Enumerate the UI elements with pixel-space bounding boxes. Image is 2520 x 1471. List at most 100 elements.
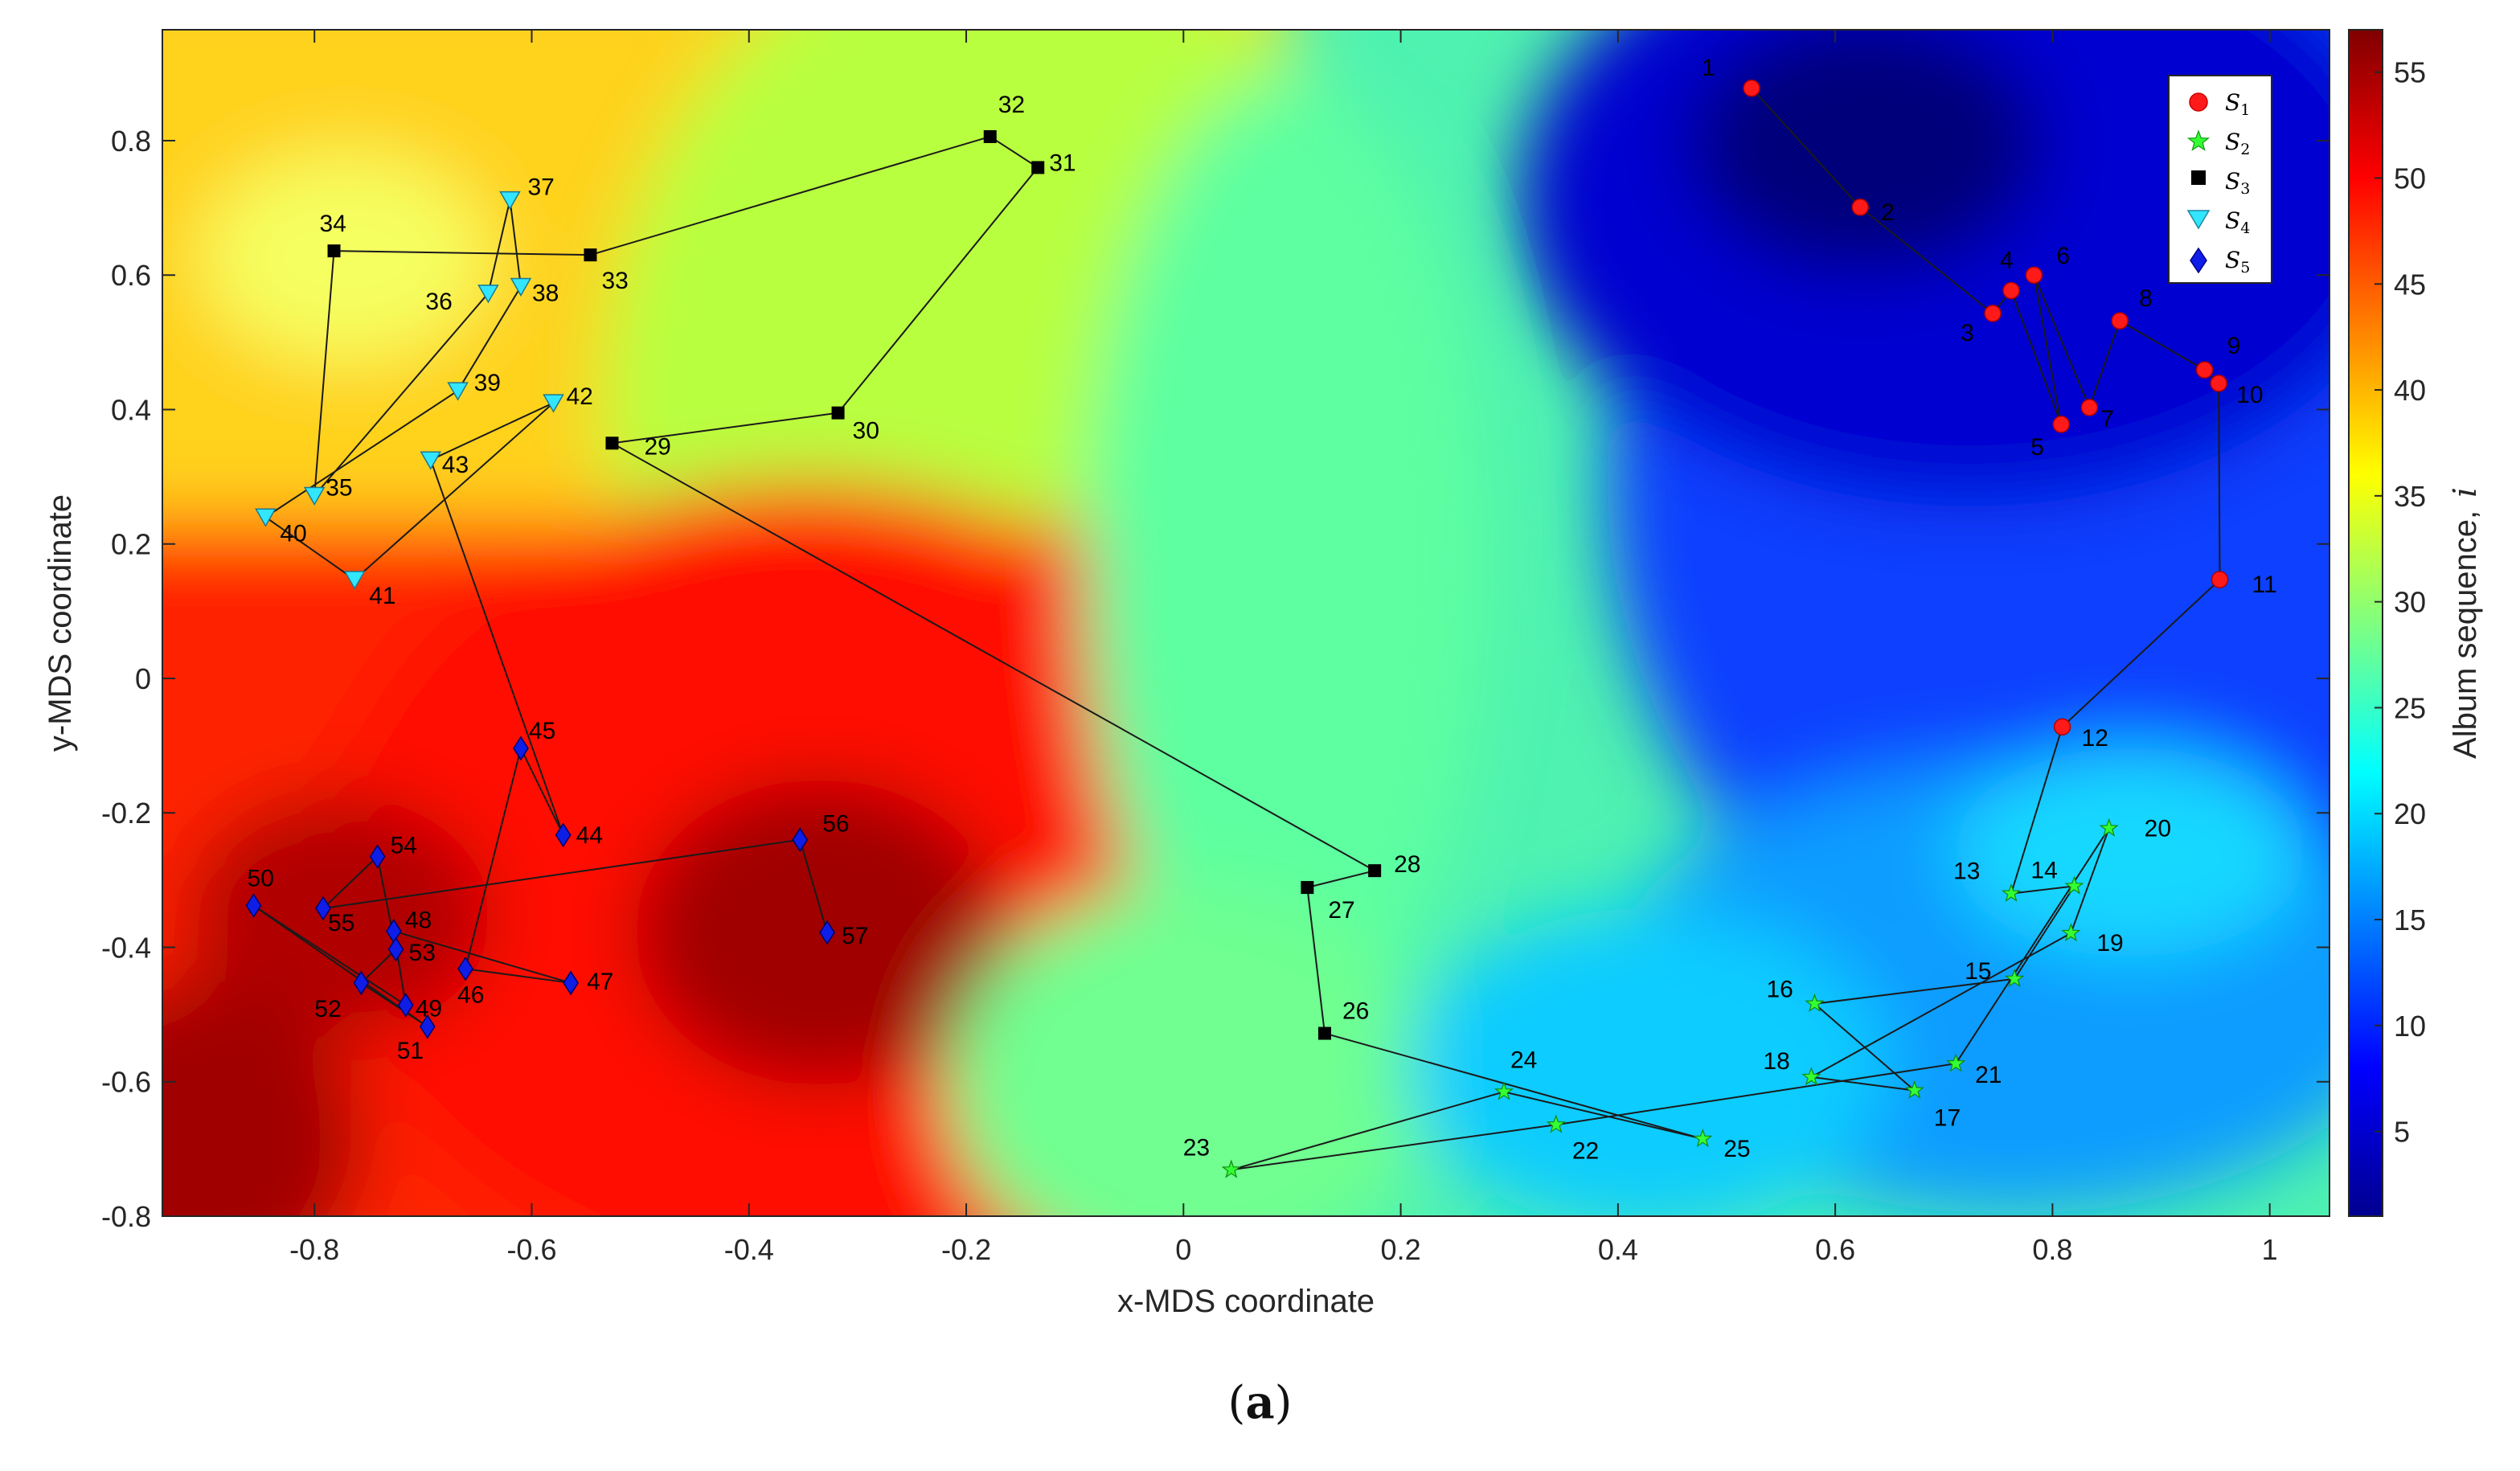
x-tick-label: -0.8: [289, 1233, 339, 1266]
marker-s5-pt-50: [245, 893, 262, 919]
colorbar-tick-label: 5: [2394, 1116, 2410, 1149]
point-label: 49: [416, 995, 442, 1022]
point-label: 34: [320, 211, 346, 237]
point-label: 6: [2056, 243, 2070, 269]
point-label: 29: [644, 433, 670, 460]
sequence-segment: [1503, 1091, 1703, 1140]
sequence-segment: [590, 136, 991, 256]
legend-marker-s4: [2186, 210, 2211, 230]
marker-s2-pt-19: [2061, 923, 2081, 942]
marker-s5-pt-52: [353, 970, 370, 996]
marker-s4-pt-40: [255, 508, 277, 527]
marker-s4-pt-39: [447, 382, 469, 401]
marker-s3-pt-33: [584, 248, 597, 262]
y-tick-label: -0.8: [101, 1200, 151, 1233]
marker-s1-pt-4: [2002, 281, 2020, 300]
point-label: 31: [1049, 150, 1076, 176]
point-label: 8: [2139, 285, 2153, 312]
marker-s4-pt-37: [499, 191, 521, 211]
marker-s1-pt-12: [2053, 718, 2071, 736]
marker-s3-pt-28: [1368, 864, 1382, 878]
marker-s1-pt-1: [1743, 80, 1760, 97]
marker-s5-pt-46: [457, 956, 473, 981]
sequence-segment: [430, 402, 554, 461]
point-label: 39: [474, 370, 501, 396]
sequence-segment: [1324, 1032, 1703, 1140]
marker-s5-pt-57: [819, 920, 835, 945]
colorbar-tick-label: 45: [2394, 268, 2426, 301]
colorbar: 5 10 15 20 25 30 35 40 45 50 55 Album se…: [2348, 29, 2484, 1217]
point-label: 4: [2000, 247, 2014, 273]
contour-background: [162, 30, 2329, 1216]
colorbar-tick-label: 50: [2394, 162, 2426, 195]
point-label: 20: [2145, 815, 2171, 842]
sequence-segment: [2061, 579, 2221, 727]
sequence-segment: [611, 442, 1375, 872]
x-tick-label: 0.4: [1598, 1233, 1638, 1266]
point-label: 47: [587, 969, 613, 995]
marker-s2-pt-24: [1494, 1081, 1514, 1100]
point-label: 42: [566, 383, 592, 410]
point-label: 17: [1934, 1105, 1961, 1132]
sequence-segment: [2014, 885, 2075, 980]
point-label: 24: [1510, 1047, 1537, 1073]
x-tick-label: 0.8: [2032, 1233, 2072, 1266]
point-label: 22: [1572, 1137, 1599, 1164]
marker-s2-pt-14: [2064, 875, 2084, 895]
sequence-segment: [393, 930, 572, 984]
point-label: 50: [248, 866, 274, 892]
point-label: 14: [2030, 857, 2057, 883]
series-lines: [252, 88, 2221, 1171]
point-label: 54: [391, 833, 417, 859]
colorbar-tick-label: 35: [2394, 480, 2426, 513]
sequence-segment: [799, 839, 829, 933]
point-label: 3: [1961, 320, 1974, 346]
sequence-segment: [2119, 320, 2206, 371]
colorbar-tick-label: 10: [2394, 1010, 2426, 1043]
sequence-segment: [1810, 932, 2071, 1078]
legend-entry-s3: S3: [2225, 168, 2250, 198]
sequence-segment: [2010, 726, 2063, 894]
plot-frame: [162, 29, 2330, 1217]
point-label: 11: [2252, 572, 2277, 598]
point-label: 32: [998, 92, 1025, 118]
point-label: 56: [822, 811, 849, 838]
marker-s2-pt-22: [1546, 1114, 1566, 1133]
legend-star-icon: [2186, 129, 2211, 151]
x-tick-label: 1: [2262, 1233, 2278, 1266]
legend-marker-s1: [2189, 92, 2208, 112]
legend-entry-s5: S5: [2225, 247, 2250, 277]
figure-caption: (a): [1227, 1376, 1293, 1429]
marker-s5-pt-51: [419, 1014, 436, 1039]
marker-s2-pt-18: [1801, 1067, 1821, 1086]
marker-s3-pt-29: [605, 436, 619, 450]
sequence-segment: [264, 516, 355, 580]
sequence-segment: [520, 748, 564, 836]
sequence-segment: [990, 136, 1039, 169]
point-label: 30: [853, 418, 879, 445]
point-label: 15: [1965, 958, 1991, 985]
point-label: 26: [1342, 998, 1369, 1025]
marker-s2-pt-20: [2099, 817, 2119, 837]
sequence-segment: [487, 199, 511, 294]
point-label: 5: [2030, 434, 2044, 461]
marker-s1-pt-3: [1984, 305, 2002, 322]
marker-s2-pt-23: [1221, 1159, 1241, 1178]
sequence-segment: [252, 904, 407, 1006]
series-markers: [245, 80, 2229, 1178]
y-tick-label: 0: [135, 662, 151, 695]
point-label: 27: [1328, 897, 1354, 924]
point-label: 57: [842, 923, 868, 949]
marker-s2-pt-21: [1946, 1053, 1966, 1072]
marker-s1-pt-8: [2111, 312, 2129, 330]
sequence-segment: [334, 250, 591, 256]
marker-s1-pt-11: [2211, 571, 2229, 588]
colorbar-tick-label: 30: [2394, 586, 2426, 619]
point-label: 10: [2236, 382, 2263, 408]
sequence-segment: [2033, 275, 2063, 425]
legend: S1 S2 S3 S4 S5: [2168, 75, 2272, 284]
marker-s5-pt-44: [555, 822, 572, 848]
marker-s4-pt-41: [343, 571, 366, 590]
point-label: 21: [1975, 1062, 2002, 1088]
colorbar-tick-label: 20: [2394, 797, 2426, 830]
